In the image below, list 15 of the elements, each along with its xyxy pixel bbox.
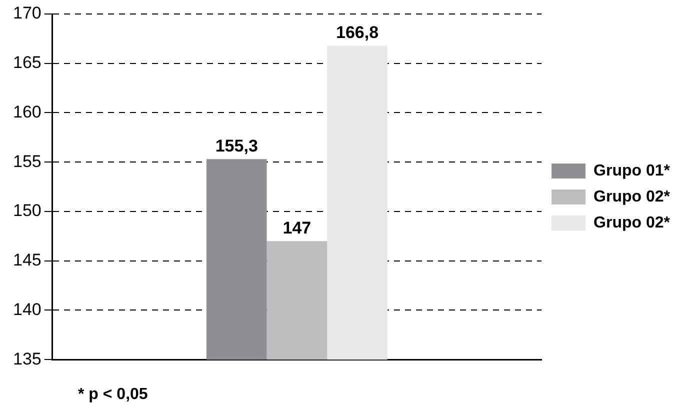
y-tick-label: 170 — [12, 4, 42, 23]
legend-label: Grupo 02* — [594, 214, 671, 232]
y-tick-label: 145 — [12, 250, 42, 270]
y-tick-label: 135 — [12, 349, 42, 368]
text: * p < 0,05 — [78, 386, 148, 404]
legend-label: Grupo 02* — [594, 188, 671, 206]
legend-label: Grupo 01* — [594, 162, 671, 180]
y-tick-label: 140 — [12, 300, 42, 319]
y-tick-label: 165 — [12, 53, 42, 72]
data-label: 155,3 — [215, 136, 258, 156]
data-label: 166,8 — [336, 22, 379, 42]
y-tick-label: 160 — [12, 102, 42, 122]
data-label: 147 — [282, 218, 312, 238]
y-tick-label: 150 — [12, 201, 42, 220]
y-tick-label: 155 — [12, 152, 42, 171]
